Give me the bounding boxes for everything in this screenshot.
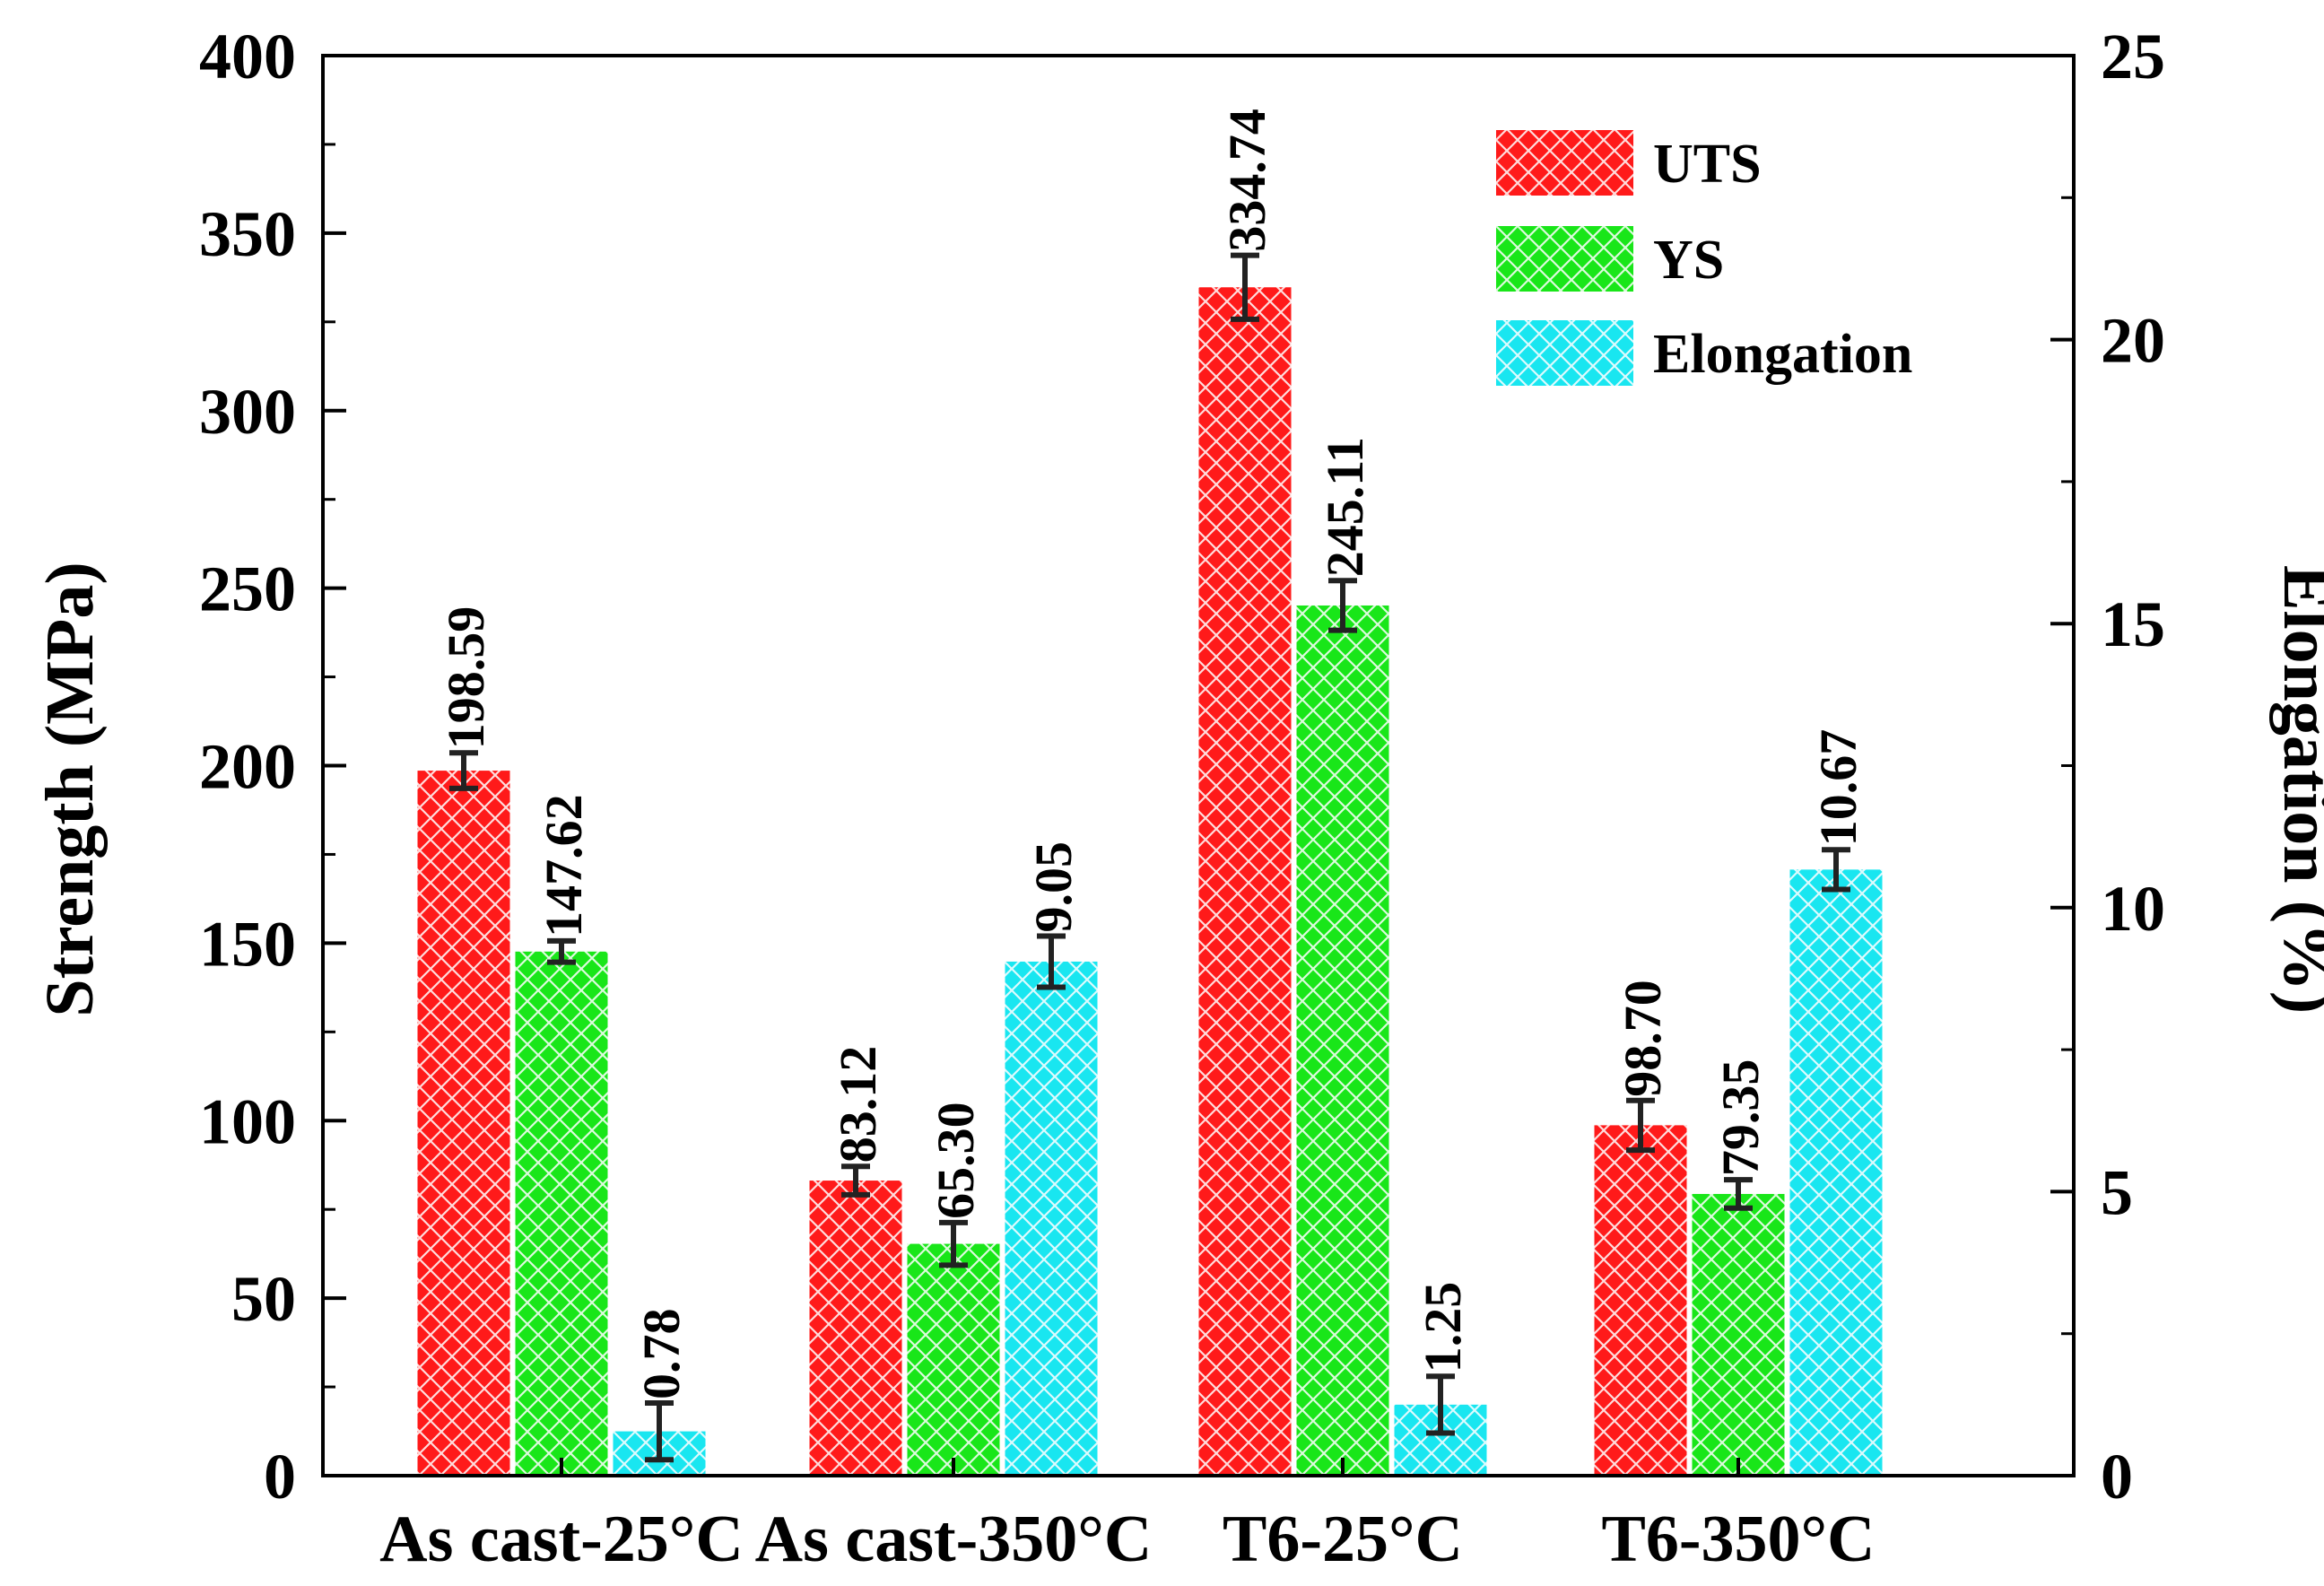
bar-ys-t6-25c — [1296, 605, 1389, 1476]
y-tick-label: 400 — [199, 21, 296, 92]
y2-axis-title: Elongation (%) — [2269, 565, 2324, 1014]
data-label-elongation-as-cast-350c: 9.05 — [1024, 841, 1083, 933]
y2-tick-label: 25 — [2101, 21, 2165, 92]
data-label-uts-t6-25c: 334.74 — [1218, 109, 1276, 252]
bar-uts-t6-25c — [1198, 287, 1292, 1476]
y-tick-label: 150 — [199, 908, 296, 980]
bar-ys-t6-350c — [1692, 1193, 1785, 1476]
data-label-ys-as-cast-25c: 147.62 — [535, 794, 593, 937]
legend-label-elongation: Elongation — [1653, 324, 1912, 385]
error-bars-layer — [449, 252, 1850, 1463]
data-label-uts-as-cast-25c: 198.59 — [437, 606, 495, 750]
data-label-elongation-t6-25c: 1.25 — [1414, 1282, 1472, 1373]
data-label-elongation-as-cast-25c: 0.78 — [632, 1308, 691, 1399]
data-label-uts-t6-350c: 98.70 — [1614, 980, 1672, 1097]
bars-layer — [417, 287, 1883, 1476]
y2-tick-label: 5 — [2101, 1156, 2133, 1228]
bar-uts-t6-350c — [1594, 1125, 1687, 1476]
y2-tick-label: 10 — [2101, 873, 2165, 945]
legend-swatch-elongation — [1496, 320, 1633, 386]
y-tick-label: 200 — [199, 731, 296, 803]
y2-tick-label: 15 — [2101, 588, 2165, 660]
data-label-uts-as-cast-350c: 83.12 — [829, 1046, 887, 1163]
x-category-label-t6-350c: T6-350°C — [1601, 1503, 1875, 1576]
data-label-elongation-t6-350c: 10.67 — [1809, 729, 1867, 847]
bar-ys-as-cast-25c — [515, 951, 608, 1476]
y-tick-label: 0 — [264, 1441, 296, 1512]
legend-label-uts: UTS — [1653, 134, 1762, 195]
y-tick-label: 350 — [199, 198, 296, 270]
y-tick-label: 250 — [199, 553, 296, 625]
legend-swatch-ys — [1496, 226, 1633, 292]
y2-tick-label: 0 — [2101, 1441, 2133, 1512]
bar-uts-as-cast-350c — [809, 1181, 902, 1476]
data-label-ys-t6-350c: 79.35 — [1711, 1059, 1770, 1177]
y-axis-title: Strength (MPa) — [32, 562, 108, 1016]
data-label-ys-t6-25c: 245.11 — [1316, 437, 1374, 577]
y-tick-label: 100 — [199, 1085, 296, 1157]
bar-uts-as-cast-25c — [417, 771, 510, 1476]
x-category-label-t6-25c: T6-25°C — [1223, 1503, 1463, 1576]
y-tick-label: 300 — [199, 376, 296, 448]
x-category-label-as-cast-350c: As cast-350°C — [755, 1503, 1153, 1576]
data-label-ys-as-cast-350c: 65.30 — [927, 1102, 985, 1219]
y-tick-label: 50 — [231, 1263, 296, 1335]
legend: UTS YS Elongation — [1496, 130, 1912, 386]
bar-ys-as-cast-350c — [907, 1243, 1000, 1476]
x-category-label-as-cast-25c: As cast-25°C — [379, 1503, 744, 1576]
data-labels-layer: 198.59 83.12 334.74 98.70 147.62 65.30 245.11 7… — [437, 109, 1867, 1399]
bar-elongation-as-cast-350c — [1005, 961, 1098, 1476]
legend-label-ys: YS — [1653, 230, 1724, 291]
legend-swatch-uts — [1496, 130, 1633, 196]
y2-tick-label: 20 — [2101, 305, 2165, 377]
bar-elongation-t6-350c — [1789, 869, 1883, 1476]
axes-layer: 0 50 100 150 200 250 300 350 400 0 5 10 15 20 25 As cas… — [199, 21, 2165, 1576]
